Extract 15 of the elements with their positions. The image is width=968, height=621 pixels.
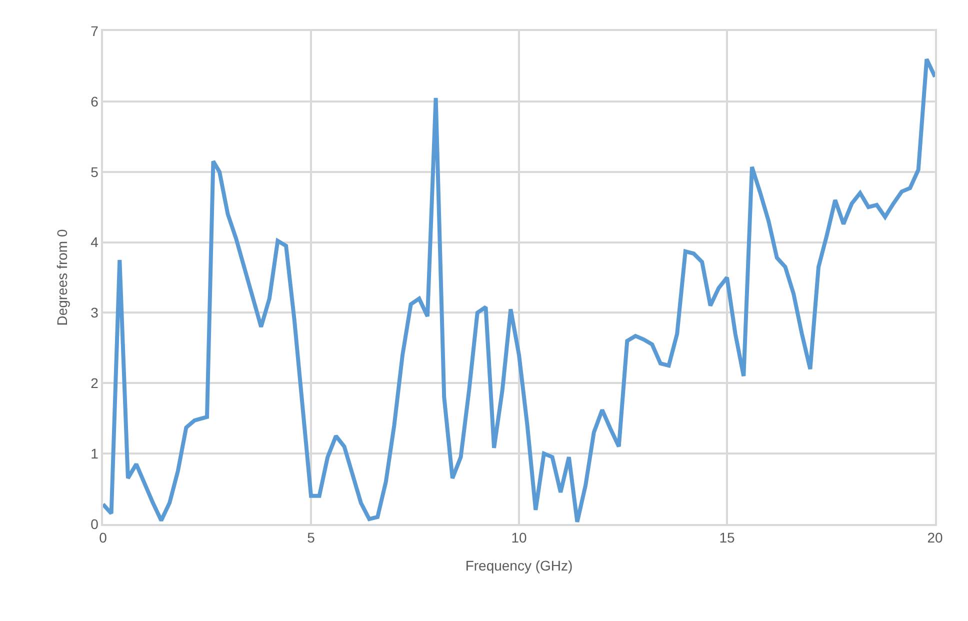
- y-tick-label: 4: [90, 234, 99, 250]
- y-axis-title: Degrees from 0: [54, 229, 70, 326]
- y-tick-label: 0: [90, 516, 99, 532]
- x-axis-title: Frequency (GHz): [465, 557, 573, 574]
- x-tick-label: 20: [927, 530, 943, 546]
- y-tick-label: 1: [90, 445, 99, 462]
- x-tick-label: 5: [307, 530, 316, 546]
- y-tick-label: 2: [90, 375, 99, 392]
- y-tick-label: 6: [90, 93, 99, 110]
- x-tick-label: 10: [511, 530, 527, 546]
- y-tick-label: 5: [90, 164, 99, 180]
- y-tick-label: 3: [90, 304, 99, 321]
- x-tick-label: 15: [719, 530, 735, 546]
- line-series: [103, 57, 935, 524]
- y-tick-label: 7: [90, 22, 99, 39]
